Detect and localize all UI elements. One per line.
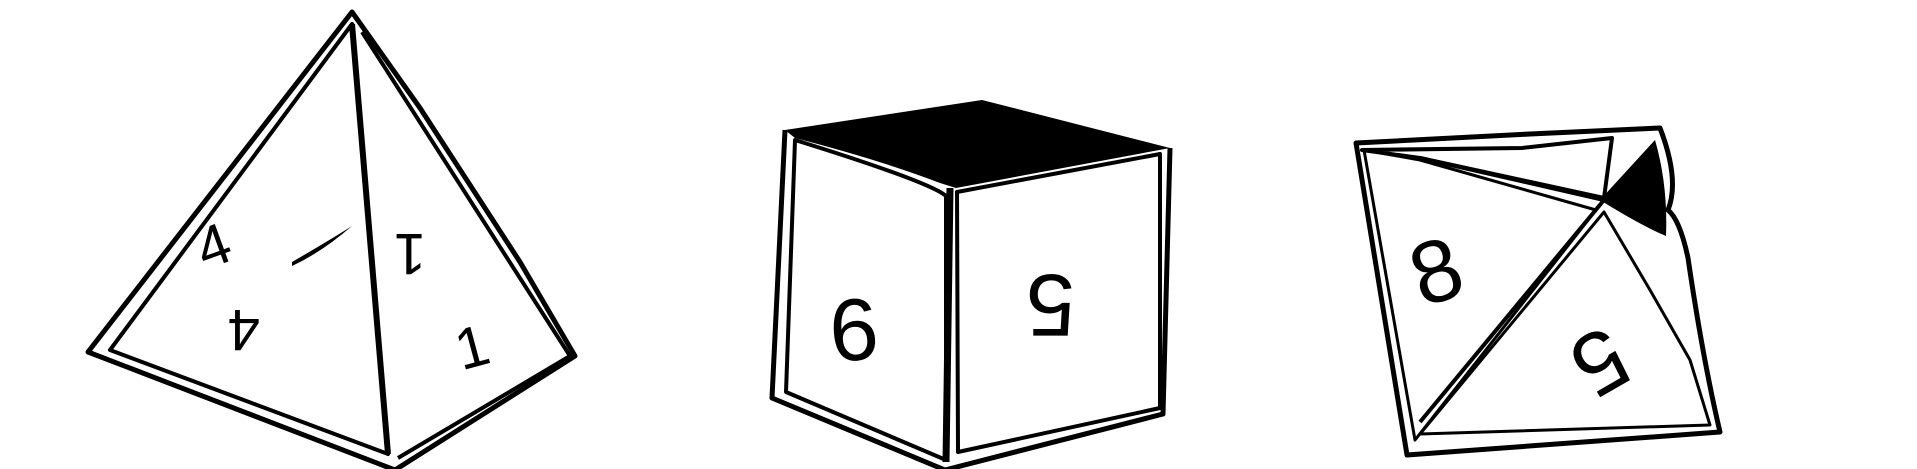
tetrahedron-number-d: 1 bbox=[448, 312, 496, 383]
octahedron-outline bbox=[1353, 125, 1723, 458]
tetrahedron-mark bbox=[292, 226, 352, 266]
octahedron-right-facet bbox=[1418, 210, 1712, 436]
octahedron-die: 8 5 bbox=[1353, 125, 1723, 458]
tetrahedron-front-edge bbox=[349, 23, 391, 455]
cube-top-face bbox=[785, 100, 1170, 188]
cube-outline bbox=[769, 129, 1173, 469]
tetrahedron-outline bbox=[85, 9, 578, 469]
cube-number-right: 5 bbox=[1026, 256, 1075, 355]
tetrahedron-die: 4 4 1 1 bbox=[85, 9, 578, 469]
tetrahedron-left-face bbox=[108, 22, 390, 456]
cube-front-edge bbox=[942, 187, 954, 463]
octahedron-number-left: 8 bbox=[1398, 216, 1475, 325]
octahedron-dark-facet bbox=[1600, 140, 1667, 236]
tetrahedron-number-c: 1 bbox=[394, 221, 426, 286]
cube-number-left: 6 bbox=[826, 279, 882, 381]
tetrahedron-number-a: 4 bbox=[187, 210, 240, 282]
cube-right-face bbox=[955, 152, 1162, 454]
octahedron-number-right: 5 bbox=[1554, 308, 1646, 418]
tetrahedron-right-face bbox=[360, 30, 572, 460]
tetrahedron-number-b: 4 bbox=[228, 297, 260, 362]
cube-die: 6 5 bbox=[769, 100, 1173, 469]
octahedron-top-facet bbox=[1360, 136, 1614, 200]
octahedron-diagonal-edge bbox=[1418, 156, 1606, 424]
cube-left-face bbox=[784, 138, 948, 462]
octahedron-left-facet bbox=[1362, 148, 1598, 442]
